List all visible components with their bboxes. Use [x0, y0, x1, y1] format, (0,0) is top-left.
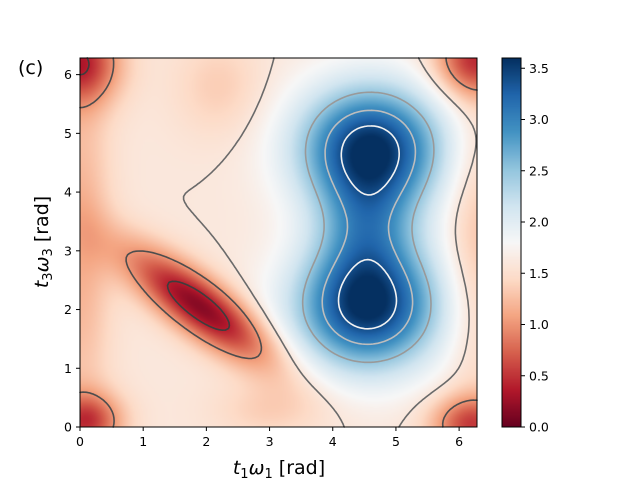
y-tick-label: 4 — [64, 185, 72, 200]
colorbar-gradient — [502, 58, 521, 427]
y-tick-label: 2 — [64, 302, 72, 317]
x-tick-label: 1 — [139, 434, 147, 449]
contour-line — [337, 125, 400, 330]
colorbar-tick-label: 3.0 — [529, 112, 549, 127]
colorbar-tick-label: 3.5 — [529, 61, 549, 76]
x-axis: 0 1 2 3 4 5 6 — [76, 427, 463, 449]
plot-area — [79, 57, 478, 428]
heatmap-image — [80, 58, 477, 427]
y-tick-label: 6 — [64, 67, 72, 82]
colorbar-frame — [501, 57, 522, 428]
plot-frame — [79, 57, 478, 428]
y-axis-label: t3ω3 [rad] — [31, 196, 56, 288]
contour-line — [321, 109, 417, 346]
x-tick-label: 2 — [202, 434, 210, 449]
contour-line — [79, 57, 478, 428]
y-tick-label: 5 — [64, 126, 72, 141]
x-axis-label: t1ω1 [rad] — [233, 457, 325, 480]
contour-line — [182, 57, 477, 428]
panel-label: (c) — [18, 57, 43, 79]
y-tick-label: 3 — [64, 243, 72, 258]
contour-line — [79, 57, 231, 331]
y-tick-label: 1 — [64, 361, 72, 376]
y-tick-label: 0 — [64, 420, 72, 435]
x-tick-label: 0 — [76, 434, 84, 449]
x-tick-label: 5 — [392, 434, 400, 449]
colorbar-tick-label: 0.0 — [529, 420, 549, 435]
colorbar-tick-label: 2.5 — [529, 163, 549, 178]
x-tick-label: 4 — [329, 434, 337, 449]
colorbar-ticks: 0.0 0.5 1.0 1.5 2.0 2.5 3.0 3.5 — [521, 61, 549, 435]
colorbar-tick-label: 2.0 — [529, 215, 549, 230]
y-axis: 0 1 2 3 4 5 6 — [64, 67, 80, 435]
x-tick-label: 3 — [266, 434, 274, 449]
colorbar-tick-label: 1.0 — [529, 317, 549, 332]
colorbar-tick-label: 1.5 — [529, 266, 549, 281]
x-tick-label: 6 — [455, 434, 463, 449]
colorbar: 0.0 0.5 1.0 1.5 2.0 2.5 3.0 3.5 — [501, 57, 549, 435]
colorbar-tick-label: 0.5 — [529, 368, 549, 383]
contour-lines — [79, 57, 478, 428]
contour-line — [301, 91, 435, 364]
